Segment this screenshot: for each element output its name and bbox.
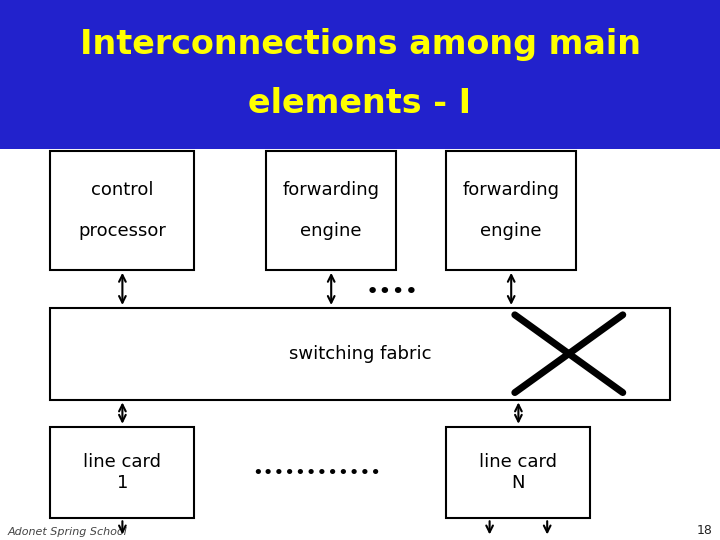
Text: line card
1: line card 1 [84,453,161,492]
Text: ••••••••••••: •••••••••••• [252,463,382,482]
Text: Adonet Spring School: Adonet Spring School [7,527,127,537]
Text: control

processor: control processor [78,181,166,240]
Bar [50,151,194,270]
Text: forwarding

engine: forwarding engine [463,181,559,240]
Text: switching fabric: switching fabric [289,345,431,363]
Bar [0,0,720,148]
Text: Interconnections among main
elements - I: Interconnections among main elements - I [79,28,641,120]
Text: ••••: •••• [366,281,419,302]
Bar [446,427,590,518]
Text: forwarding

engine: forwarding engine [283,181,379,240]
Bar [50,308,670,400]
Text: line card
N: line card N [480,453,557,492]
Bar [446,151,576,270]
Text: 18: 18 [697,524,713,537]
Bar [50,427,194,518]
Bar [266,151,396,270]
